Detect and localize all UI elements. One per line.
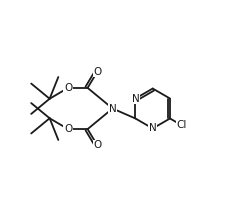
Text: N: N	[149, 123, 157, 133]
Text: O: O	[93, 140, 102, 150]
Text: O: O	[64, 83, 72, 93]
Text: O: O	[93, 67, 102, 77]
Text: N: N	[131, 94, 139, 104]
Text: N: N	[109, 104, 117, 113]
Text: Cl: Cl	[176, 120, 187, 130]
Text: O: O	[64, 124, 72, 134]
